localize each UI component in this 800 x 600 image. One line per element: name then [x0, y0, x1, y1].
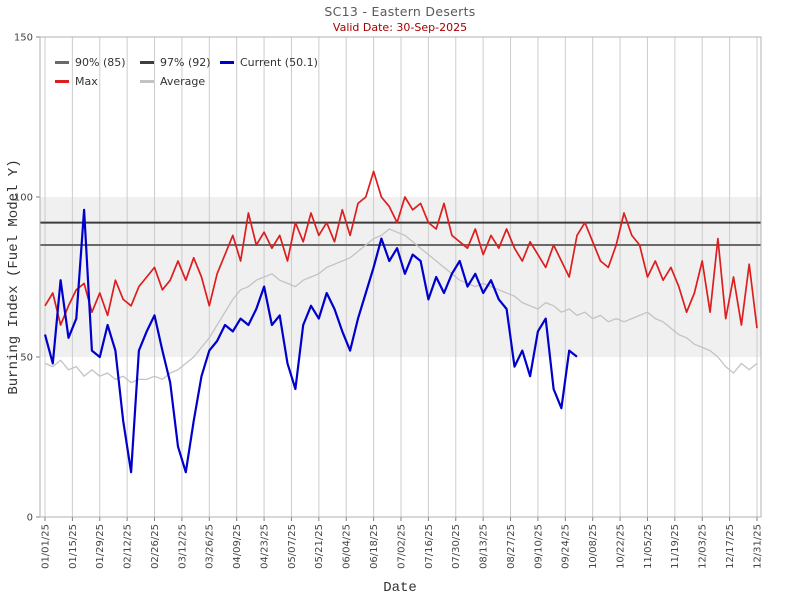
- x-tick-label: 03/26/25: [205, 524, 216, 569]
- x-axis-label: Date: [383, 580, 417, 596]
- x-tick-label: 06/18/25: [369, 524, 380, 569]
- x-tick-label: 02/12/25: [123, 524, 134, 569]
- legend-item-90-85: 90% (85): [55, 55, 126, 69]
- x-tick-label: 12/17/25: [725, 524, 736, 569]
- legend-label: Average: [160, 74, 206, 88]
- legend-label: 97% (92): [160, 55, 211, 69]
- legend-dash-icon: [140, 79, 154, 83]
- x-tick-label: 04/23/25: [259, 524, 270, 569]
- x-tick-label: 11/19/25: [670, 524, 681, 569]
- series-average-line: [44, 228, 758, 384]
- plot-frame: [39, 36, 762, 518]
- series-max-line: [44, 170, 758, 329]
- x-tick-label: 07/16/25: [424, 524, 435, 569]
- chart-title: SC13 - Eastern Deserts: [324, 4, 476, 19]
- x-tick-label: 07/02/25: [396, 524, 407, 569]
- x-tick-label: 03/12/25: [177, 524, 188, 569]
- x-tick-label: 10/08/25: [588, 524, 599, 569]
- x-tick-label: 02/26/25: [150, 524, 161, 569]
- x-tick-label: 07/30/25: [451, 524, 462, 569]
- y-tick-label: 100: [14, 193, 33, 204]
- y-axis-label: Burning Index (Fuel Model Y): [6, 159, 22, 395]
- x-tick-label: 09/10/25: [533, 524, 544, 569]
- x-tick-label: 08/27/25: [506, 524, 517, 569]
- x-tick-label: 11/05/25: [643, 524, 654, 569]
- x-tick-label: 12/03/25: [698, 524, 709, 569]
- legend-item-average: Average: [140, 74, 205, 88]
- legend-label: 90% (85): [75, 55, 126, 69]
- y-tick-label: 50: [20, 353, 33, 364]
- legend-item-97-92: 97% (92): [140, 55, 211, 69]
- x-tick-label: 05/21/25: [314, 524, 325, 569]
- x-tick-label: 05/07/25: [287, 524, 298, 569]
- legend-label: Max: [75, 74, 98, 88]
- legend-item-current-50-1: Current (50.1): [220, 55, 318, 69]
- x-tick-label: 09/24/25: [561, 524, 572, 569]
- legend-dash-icon: [55, 60, 69, 64]
- x-tick-label: 06/04/25: [342, 524, 353, 569]
- x-tick-label: 10/22/25: [615, 524, 626, 569]
- x-tick-label: 01/01/25: [40, 524, 51, 569]
- y-tick-label: 150: [14, 33, 33, 44]
- legend-label: Current (50.1): [240, 55, 318, 69]
- y-tick-label: 0: [27, 513, 33, 524]
- x-tick-label: 12/31/25: [752, 524, 763, 569]
- legend-dash-icon: [55, 79, 69, 83]
- legend-item-max: Max: [55, 74, 98, 88]
- x-tick-label: 01/15/25: [68, 524, 79, 569]
- legend-dash-icon: [140, 60, 154, 64]
- series-current-line: [43, 208, 578, 474]
- chart-valid-date: Valid Date: 30-Sep-2025: [332, 21, 468, 34]
- x-tick-label: 04/09/25: [232, 524, 243, 569]
- x-tick-label: 08/13/25: [479, 524, 490, 569]
- x-tick-label: 01/29/25: [95, 524, 106, 569]
- legend-dash-icon: [220, 60, 234, 64]
